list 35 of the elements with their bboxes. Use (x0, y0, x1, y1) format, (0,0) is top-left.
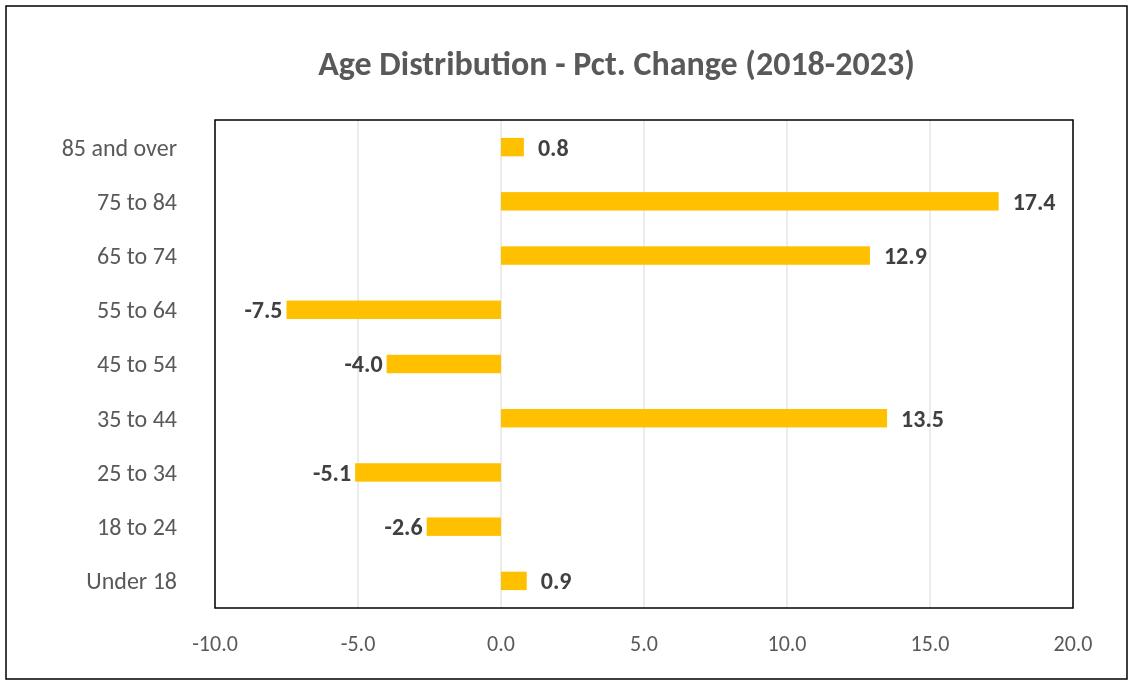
x-tick-label: 10.0 (767, 630, 807, 657)
data-label: -2.6 (384, 512, 423, 542)
bar (355, 463, 501, 482)
y-tick-label: 55 to 64 (97, 295, 177, 325)
bar (501, 137, 524, 157)
y-tick-label: 65 to 74 (97, 240, 177, 270)
data-label: 12.9 (883, 240, 927, 270)
bar (426, 517, 501, 536)
y-tick-label: 85 and over (61, 132, 177, 162)
x-tick-label: 15.0 (910, 630, 950, 657)
x-tick-label: -10.0 (192, 630, 238, 657)
y-tick-label: Under 18 (86, 566, 177, 596)
data-label: -4.0 (344, 349, 383, 379)
x-tick-label: 0.0 (487, 630, 515, 657)
data-label: 0.9 (540, 566, 572, 596)
bar (386, 354, 501, 374)
bar (501, 192, 999, 211)
chart-title: Age Distribution - Pct. Change (2018-2023) (318, 43, 915, 84)
data-label: 17.4 (1012, 186, 1056, 216)
bar (501, 409, 888, 428)
data-label: 0.8 (537, 132, 569, 162)
x-tick-label: -5.0 (340, 630, 376, 657)
bar (501, 246, 870, 265)
y-tick-label: 25 to 34 (97, 457, 177, 487)
x-tick-label: 20.0 (1053, 630, 1093, 657)
x-tick-label: 5.0 (630, 630, 658, 657)
bar (501, 571, 527, 591)
y-tick-label: 18 to 24 (97, 512, 177, 542)
y-tick-label: 75 to 84 (97, 186, 177, 216)
data-label: -7.5 (244, 295, 283, 325)
bar (286, 300, 501, 319)
data-label: 13.5 (901, 403, 945, 433)
y-tick-label: 35 to 44 (97, 403, 177, 433)
data-label: -5.1 (313, 457, 352, 487)
y-tick-label: 45 to 54 (97, 349, 177, 379)
